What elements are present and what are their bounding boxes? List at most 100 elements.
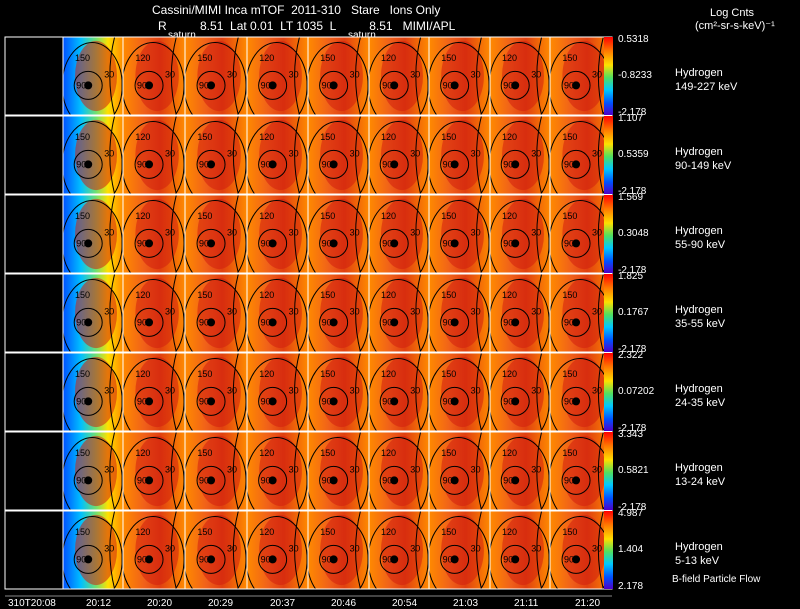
panel-6-frame-4-contour-outer <box>294 431 300 511</box>
panel-2-frame-3-contour-inner <box>196 149 226 179</box>
panel-1-frame-2-lvl-a: 90 <box>137 80 147 90</box>
panel-3-frame-5-lvl-a: 90 <box>322 238 332 248</box>
x-tick-label-5: 20:37 <box>270 598 296 609</box>
panel-1-frame-4-lvl-b: 30 <box>289 69 299 79</box>
panel-3-frame-4-saturn <box>268 239 277 248</box>
panel-2-frame-6-lvl-b: 30 <box>410 148 420 158</box>
panel-1-species: Hydrogen <box>675 67 723 79</box>
panel-1-frame-1-contour-outer <box>109 36 116 116</box>
panel-5-frame-4-contour-inner <box>258 386 288 416</box>
panel-1-frame-6-lvl-d: 120 <box>381 53 396 63</box>
panel-7-frame-3-saturn <box>207 555 216 564</box>
panel-3-frame-1-contour-inner <box>73 228 103 258</box>
panel-5-frame-7-lvl-a: 90 <box>443 396 453 406</box>
panel-2-frame-4-saturn <box>268 160 277 169</box>
panel-5-frame-6-lvl-b: 30 <box>410 385 420 395</box>
panel-4-frame-7-core <box>441 277 484 349</box>
panel-6-frame-6-contour-outer <box>415 431 422 511</box>
panel-7-frame-2-lvl-d: 120 <box>135 527 150 537</box>
panel-5-frame-9-lvl-b: 30 <box>592 385 602 395</box>
panel-1-frame-5-core <box>320 40 363 112</box>
panel-2-frame-8-core <box>502 119 544 191</box>
panel-5-frame-4-core <box>259 356 302 428</box>
panel-5-frame-7-lvl-b: 30 <box>471 385 481 395</box>
panel-2-frame-7-contour-inner <box>440 149 470 179</box>
panel-7-frame-9-saturn <box>572 555 581 564</box>
panel-2-frame-4-core <box>259 119 302 191</box>
panel-2-frame-4-lvl-a: 90 <box>261 159 271 169</box>
panel-3-frame-5-lvl-b: 30 <box>350 227 360 237</box>
panel-2-frame-2-lvl-a: 90 <box>137 159 147 169</box>
panel-2-frame-5-core <box>320 119 363 191</box>
panel-5-frame-5-lvl-b: 30 <box>350 385 360 395</box>
x-tick-label-4: 20:29 <box>208 598 234 609</box>
panel-6-frame-2-saturn <box>145 476 154 485</box>
panel-6-frame-9-lvl-d: 150 <box>562 448 577 458</box>
panel-5-frame-6-contour-inner <box>379 386 409 416</box>
panel-4-frame-3-lvl-d: 150 <box>197 290 212 300</box>
panel-6-frame-4-lvl-d: 120 <box>259 448 274 458</box>
panel-4-frame-5-contour-outer <box>355 273 361 353</box>
panel-1-cbar-max: 0.5318 <box>618 34 649 45</box>
panel-5-frame-9-lvl-a: 90 <box>564 396 574 406</box>
panel-2-frame-2-lvl-d: 120 <box>135 132 150 142</box>
panel-4-frame-9-lvl-b: 30 <box>592 306 602 316</box>
panel-3-frame-1-lvl-d: 150 <box>75 211 90 221</box>
panel-6-cbar-max: 3.343 <box>618 429 644 440</box>
panel-3-frame-9-saturn <box>572 239 581 248</box>
panel-7-frame-4-lvl-b: 30 <box>289 543 299 553</box>
panel-4-frame-4-lvl-a: 90 <box>261 317 271 327</box>
panel-7-frame-7-saturn <box>450 555 459 564</box>
panel-4-frame-3-contour-inner <box>196 307 226 337</box>
panel-3-frame-3-saturn <box>207 239 216 248</box>
panel-1-frame-1-saturn <box>84 81 93 90</box>
panel-7-frame-2-contour-inner <box>134 544 164 574</box>
panel-6-frame-9-lvl-c: 60 <box>612 444 622 454</box>
panel-4-frame-4-lvl-d: 120 <box>259 290 274 300</box>
panel-3-frame-6-lvl-d: 120 <box>381 211 396 221</box>
panel-4-frame-7-lvl-b: 30 <box>471 306 481 316</box>
panel-3-frame-8-lvl-b: 30 <box>531 227 541 237</box>
panel-7-blank-frame <box>5 511 63 589</box>
panel-6-frame-1-contour-inner <box>73 465 103 495</box>
panel-7-frame-1-lvl-a: 90 <box>76 554 86 564</box>
panel-4-frame-5-core <box>320 277 363 349</box>
panel-5-frame-1-contour-outer <box>109 352 116 432</box>
panel-2-frame-7-saturn <box>450 160 459 169</box>
panel-5-frame-1-lvl-a: 90 <box>76 396 86 406</box>
panel-2-frame-1-contour-inner <box>73 149 103 179</box>
panel-1-frame-4-lvl-d: 120 <box>259 53 274 63</box>
panel-2-cbar-min: -2.178 <box>618 186 647 197</box>
panel-5-colorbar <box>604 353 613 431</box>
panel-1-frame-9-contour-inner <box>561 70 591 100</box>
panel-1-frame-6-contour-outer <box>415 36 422 116</box>
panel-4-frame-9-lvl-d: 150 <box>562 290 577 300</box>
panel-3-frame-5-core <box>320 198 363 270</box>
panel-7-frame-3-lvl-a: 90 <box>199 554 209 564</box>
panel-1-frame-4-lvl-a: 90 <box>261 80 271 90</box>
panel-6-blank-frame <box>5 432 63 510</box>
panel-4-frame-8-lvl-a: 90 <box>503 317 513 327</box>
panel-5-frame-8-lvl-a: 90 <box>503 396 513 406</box>
panel-2-frame-9-lvl-a: 90 <box>564 159 574 169</box>
panel-7-frame-6-core <box>381 514 423 586</box>
panel-4-frame-1-saturn <box>84 318 93 327</box>
panel-4-blank-frame <box>5 274 63 352</box>
panel-7-frame-5-lvl-b: 30 <box>350 543 360 553</box>
panel-4-frame-1-contour-outer <box>109 273 116 353</box>
panel-6-frame-7-contour-inner <box>440 465 470 495</box>
panel-1-cbar-mid: -0.8233 <box>618 70 652 81</box>
saturn-label-1: saturn <box>168 30 196 41</box>
panel-6-frame-9-lvl-b: 30 <box>592 464 602 474</box>
panel-3-frame-6-core <box>381 198 423 270</box>
panel-2-frame-3-core <box>197 119 241 191</box>
panel-3-cbar-min: -2.178 <box>618 265 647 276</box>
units-title: Log Cnts <box>710 7 755 19</box>
panel-1-frame-1-lvl-d: 150 <box>75 53 90 63</box>
panel-5-frame-2-core <box>135 356 179 428</box>
panel-7-frame-8-lvl-b: 30 <box>531 543 541 553</box>
panel-7-frame-8-lvl-a: 90 <box>503 554 513 564</box>
panel-3-frame-2-contour-inner <box>134 228 164 258</box>
panel-1-frame-7-lvl-a: 90 <box>443 80 453 90</box>
